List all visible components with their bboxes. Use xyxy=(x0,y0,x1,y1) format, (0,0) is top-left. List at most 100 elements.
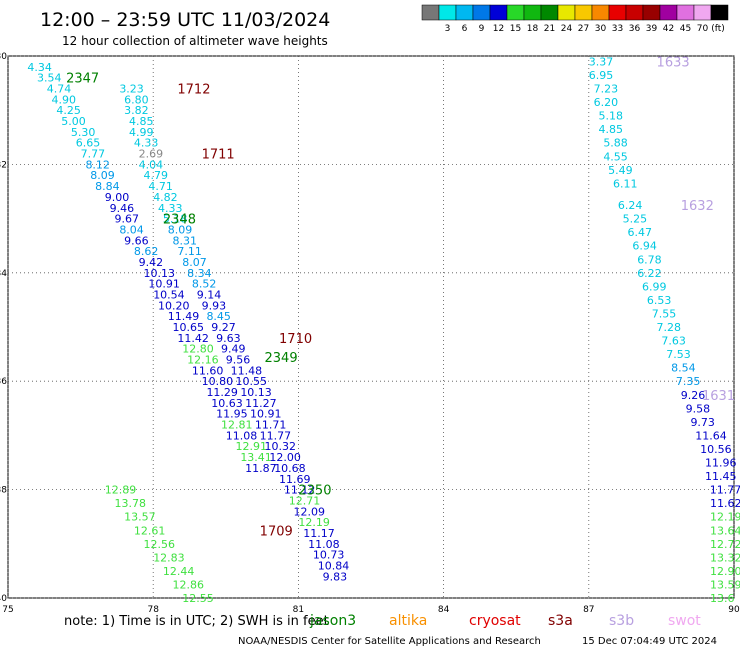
legend-entry: s3a xyxy=(548,613,573,629)
wave-height-label: 12.89 xyxy=(105,484,137,497)
legend-entry: jason3 xyxy=(309,613,356,629)
time-label: 1631 xyxy=(702,389,735,404)
wave-height-label: 4.85 xyxy=(129,115,154,128)
wave-height-label: 12.19 xyxy=(298,516,330,529)
colorbar-tick-label: 24 xyxy=(561,24,573,34)
wave-height-label: 8.54 xyxy=(671,362,696,375)
legend-entry: s3b xyxy=(609,613,634,629)
wave-height-label: 12.86 xyxy=(173,578,205,591)
colorbar-tick-label: 15 xyxy=(510,24,521,34)
wave-height-label: 11.42 xyxy=(177,332,209,345)
wave-height-label: 11.69 xyxy=(279,473,311,486)
colorbar-swatch xyxy=(642,4,661,21)
wave-height-label: 4.85 xyxy=(598,123,623,136)
y-tick-label: -40 xyxy=(0,594,7,604)
wave-height-label: 9.49 xyxy=(221,343,246,356)
wave-height-label: 9.56 xyxy=(226,354,251,367)
wave-height-label: 4.25 xyxy=(56,104,81,117)
wave-height-label: 9.66 xyxy=(124,234,149,247)
wave-height-label: 9.46 xyxy=(110,202,135,215)
footer-timestamp: 15 Dec 07:04:49 UTC 2024 xyxy=(582,636,717,647)
wave-height-label: 6.24 xyxy=(618,199,643,212)
wave-height-label: 12.90 xyxy=(710,565,740,578)
wave-height-label: 4.55 xyxy=(603,150,628,163)
wave-height-label: 4.99 xyxy=(129,126,154,139)
wave-height-label: 10.80 xyxy=(202,375,234,388)
wave-height-label: 10.73 xyxy=(313,549,345,562)
wave-height-label: 9.26 xyxy=(681,389,706,402)
chart-subtitle: 12 hour collection of altimeter wave hei… xyxy=(62,34,328,48)
wave-height-label: 5.18 xyxy=(598,110,623,123)
wave-height-label: 4.33 xyxy=(134,137,159,150)
wave-height-label: 7.28 xyxy=(657,321,682,334)
wave-height-label: 6.47 xyxy=(628,226,653,239)
wave-height-label: 11.08 xyxy=(226,429,257,442)
wave-height-label: 11.64 xyxy=(695,429,727,442)
time-label: 2349 xyxy=(265,351,298,366)
y-tick-label: -36 xyxy=(0,377,7,387)
wave-height-label: 13.59 xyxy=(710,578,740,591)
wave-height-label: 7.77 xyxy=(81,148,106,161)
wave-height-label: 4.34 xyxy=(27,61,52,74)
wave-height-label: 11.45 xyxy=(705,470,737,483)
colorbar-swatch xyxy=(506,4,525,21)
wave-height-label: 11.60 xyxy=(192,364,224,377)
wave-height-label: 12.72 xyxy=(710,538,740,551)
colorbar-swatch xyxy=(625,4,644,21)
wave-height-label: 8.34 xyxy=(187,267,212,280)
wave-height-label: 9.14 xyxy=(197,288,222,301)
wave-height-label: 11.77 xyxy=(710,484,740,497)
time-label: 1710 xyxy=(279,332,312,347)
time-label: 1711 xyxy=(202,148,235,163)
wave-height-label: 5.00 xyxy=(61,115,86,128)
wave-height-label: 10.91 xyxy=(148,278,180,291)
wave-height-label: 8.09 xyxy=(168,223,193,236)
wave-height-label: 10.54 xyxy=(153,288,185,301)
chart-title: 12:00 – 23:59 UTC 11/03/2024 xyxy=(40,9,330,31)
wave-height-label: 12.61 xyxy=(134,524,166,537)
colorbar-tick-label: 3 xyxy=(445,24,451,34)
time-label: 2350 xyxy=(298,484,331,499)
wave-height-label: 10.84 xyxy=(318,559,350,572)
x-tick-label: 87 xyxy=(583,605,594,615)
colorbar-tick-label: 6 xyxy=(462,24,468,34)
wave-height-label: 5.49 xyxy=(608,164,633,177)
wave-height-label: 6.22 xyxy=(637,267,662,280)
colorbar-tick-label: 70 xyxy=(697,24,709,34)
wave-height-label: 10.56 xyxy=(700,443,732,456)
colorbar: 3 6 9 12 15 18 21 24 27 30 33 36 39 42 45 70 xyxy=(421,4,729,34)
wave-height-label: 8.12 xyxy=(85,158,110,171)
y-tick-label: -30 xyxy=(0,52,7,62)
wave-height-label: 12.09 xyxy=(294,505,326,518)
wave-height-label: 10.55 xyxy=(235,375,266,388)
wave-height-label: 9.93 xyxy=(202,299,227,312)
wave-height-label: 12.80 xyxy=(182,343,214,356)
colorbar-tick-label: 45 xyxy=(680,24,691,34)
wave-height-label: 7.23 xyxy=(594,83,619,96)
wave-height-label: 13.78 xyxy=(114,497,146,510)
wave-height-label: 6.20 xyxy=(594,96,619,109)
wave-height-label: 8.31 xyxy=(173,234,198,247)
colorbar-tick-label: 27 xyxy=(578,24,589,34)
wave-height-label: 11.87 xyxy=(245,462,277,475)
wave-height-label: 4.79 xyxy=(144,169,169,182)
legend-entry: swot xyxy=(668,613,701,629)
wave-height-label: 4.04 xyxy=(139,158,164,171)
time-label: 2348 xyxy=(163,213,196,228)
wave-height-label: 11.27 xyxy=(245,397,277,410)
wave-height-label: 11.12 xyxy=(284,484,316,497)
wave-height-label: 11.95 xyxy=(216,408,248,421)
wave-height-label: 13.41 xyxy=(240,451,272,464)
wave-height-label: 13.32 xyxy=(710,551,740,564)
wave-height-label: 11.49 xyxy=(168,310,200,323)
wave-height-label: 9.73 xyxy=(690,416,715,429)
colorbar-tick-label: 18 xyxy=(527,24,539,34)
colorbar-swatch xyxy=(523,4,542,21)
wave-height-label: 4.74 xyxy=(47,83,72,96)
colorbar-swatch xyxy=(421,4,440,21)
x-tick-label: 84 xyxy=(438,605,450,615)
wave-height-label: 10.13 xyxy=(144,267,176,280)
colorbar-swatch xyxy=(608,4,627,21)
wave-height-label: 4.90 xyxy=(52,93,76,106)
